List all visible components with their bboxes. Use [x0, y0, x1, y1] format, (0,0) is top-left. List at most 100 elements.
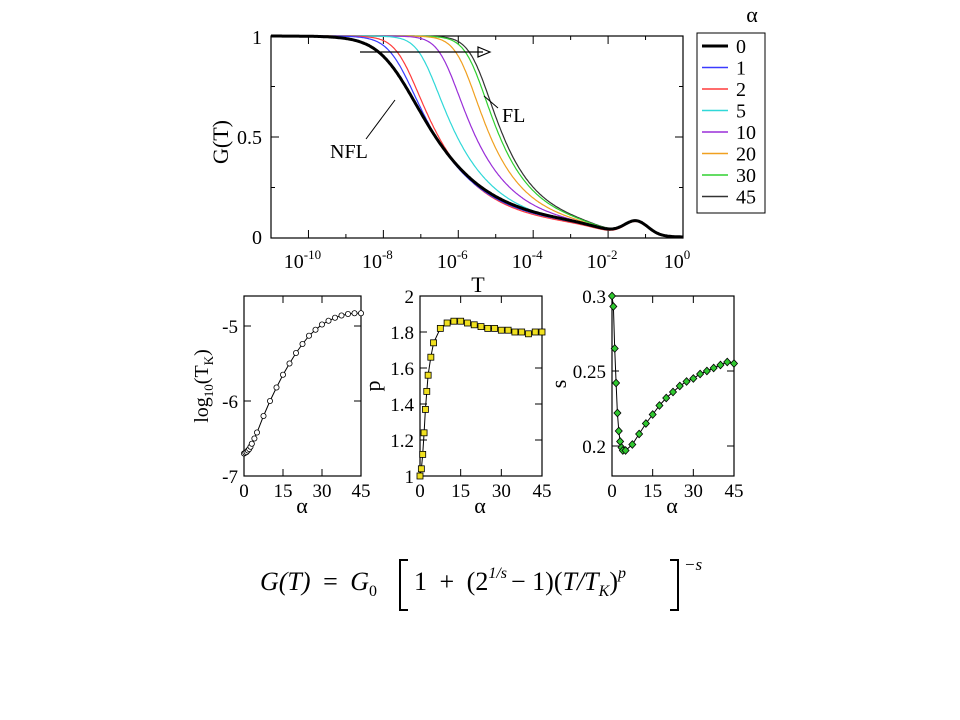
- annotation-nfl-pointer: [365, 99, 396, 140]
- main-x-tick-label: 10-8: [362, 247, 393, 273]
- s-x-axis-label: α: [666, 493, 678, 518]
- x-tick-label: 0: [415, 481, 425, 502]
- p-y-axis-label: p: [360, 381, 385, 392]
- data-point: [696, 369, 705, 379]
- legend-label-0: 0: [736, 36, 746, 58]
- data-point: [729, 359, 739, 368]
- s-series: [607, 291, 739, 455]
- data-point: [266, 397, 273, 404]
- data-point: [338, 312, 345, 319]
- formula-g-sub: 0: [369, 583, 377, 600]
- data-point: [357, 310, 364, 317]
- data-point: [531, 328, 539, 336]
- x-tick-label: 45: [352, 481, 371, 502]
- legend-label-2: 2: [736, 79, 746, 101]
- x-tick-label: 30: [313, 481, 332, 502]
- main-y-tick-label: 0: [252, 227, 262, 249]
- data-point: [299, 340, 306, 347]
- data-point: [251, 435, 258, 442]
- legend-label-10: 10: [736, 122, 756, 144]
- data-point: [422, 405, 429, 413]
- data-point: [420, 429, 428, 437]
- formula-close-bracket: [670, 559, 679, 611]
- formula-equals: =: [323, 567, 338, 596]
- data-point: [292, 349, 299, 356]
- y-tick-label: 1.6: [390, 359, 414, 380]
- p-plot-frame: [419, 295, 543, 477]
- data-point: [477, 323, 485, 331]
- data-point: [424, 371, 432, 379]
- series-line: [243, 312, 361, 454]
- tk-y-axis-label: log10(TK): [191, 349, 216, 423]
- y-tick-label: 0.25: [573, 362, 606, 383]
- s-chart: 0 15 30 45 0.2 0.25 0.3 α s: [546, 287, 744, 518]
- formula-tk-sub: K: [598, 583, 611, 600]
- tk-plot-frame: [243, 295, 362, 477]
- data-point: [416, 472, 424, 480]
- data-point: [331, 314, 338, 321]
- data-point: [305, 332, 312, 339]
- data-point: [436, 324, 444, 332]
- main-ticks: [270, 35, 684, 239]
- data-point: [607, 291, 617, 301]
- x-tick-label: 0: [239, 481, 249, 502]
- legend-label-1: 1: [736, 58, 746, 80]
- data-point: [464, 319, 471, 327]
- fit-formula: G(T) = G0 1 + (21/s − 1)(T/TK)p −s: [260, 555, 702, 611]
- main-x-tick-label: 10-2: [587, 247, 618, 273]
- annotation-fl-pointer: [483, 95, 499, 109]
- data-point: [279, 371, 286, 378]
- tk-ticks: [243, 296, 362, 477]
- p-x-tick-labels: 0 15 30 45: [415, 481, 551, 502]
- tk-y-tick-labels: -7 -6 -5: [222, 317, 238, 488]
- formula-close: ): [609, 567, 618, 596]
- svg-text:G(T) = G0: G(T) = G0: [260, 567, 377, 600]
- data-point: [260, 412, 267, 419]
- data-point: [325, 317, 332, 324]
- data-point: [344, 310, 351, 317]
- main-x-tick-label: 10-10: [284, 247, 321, 273]
- y-tick-label: 1.4: [390, 395, 414, 416]
- data-point: [709, 363, 718, 373]
- data-point: [318, 321, 325, 328]
- formula-open-bracket: [399, 559, 408, 611]
- y-tick-label: -7: [222, 467, 238, 488]
- data-point: [613, 408, 622, 418]
- formula-outer-exp: −s: [684, 555, 702, 574]
- p-ticks: [419, 295, 543, 477]
- data-point: [635, 429, 644, 439]
- legend-title: α: [746, 2, 758, 27]
- data-point: [497, 326, 505, 334]
- formula-plus: +: [440, 567, 455, 596]
- main-x-tick-label: 10-6: [437, 247, 468, 273]
- x-tick-label: 15: [643, 481, 662, 502]
- data-point: [491, 324, 498, 332]
- y-tick-label: -5: [222, 317, 238, 338]
- data-point: [253, 429, 260, 436]
- s-x-tick-labels: 0 15 30 45: [607, 481, 743, 502]
- data-point: [702, 366, 711, 376]
- tk-chart: 0 15 30 45 -7 -6 -5 α log10(TK): [191, 295, 371, 518]
- x-tick-label: 30: [684, 481, 703, 502]
- y-tick-label: 1.8: [390, 323, 414, 344]
- data-point: [457, 317, 465, 325]
- main-x-tick-label: 100: [664, 247, 691, 273]
- s-y-tick-labels: 0.2 0.25 0.3: [573, 287, 606, 458]
- s-y-axis-label: s: [546, 380, 571, 389]
- main-x-tick-labels: 10-10 10-8 10-6 10-4 10-2 100: [284, 247, 690, 273]
- data-point: [612, 378, 621, 388]
- x-tick-label: 0: [607, 481, 617, 502]
- p-series: [416, 317, 546, 480]
- data-point: [351, 310, 358, 317]
- data-point: [443, 319, 451, 327]
- legend-label-45: 45: [736, 187, 756, 209]
- data-point: [716, 360, 725, 370]
- main-y-tick-label: 1: [252, 27, 262, 49]
- data-point: [614, 426, 623, 436]
- formula-two: (2: [467, 567, 489, 596]
- y-tick-label: -6: [222, 392, 238, 413]
- data-point: [417, 465, 425, 473]
- y-tick-label: 0.2: [582, 437, 606, 458]
- series-line: [419, 320, 542, 477]
- shift-arrow: [360, 46, 492, 58]
